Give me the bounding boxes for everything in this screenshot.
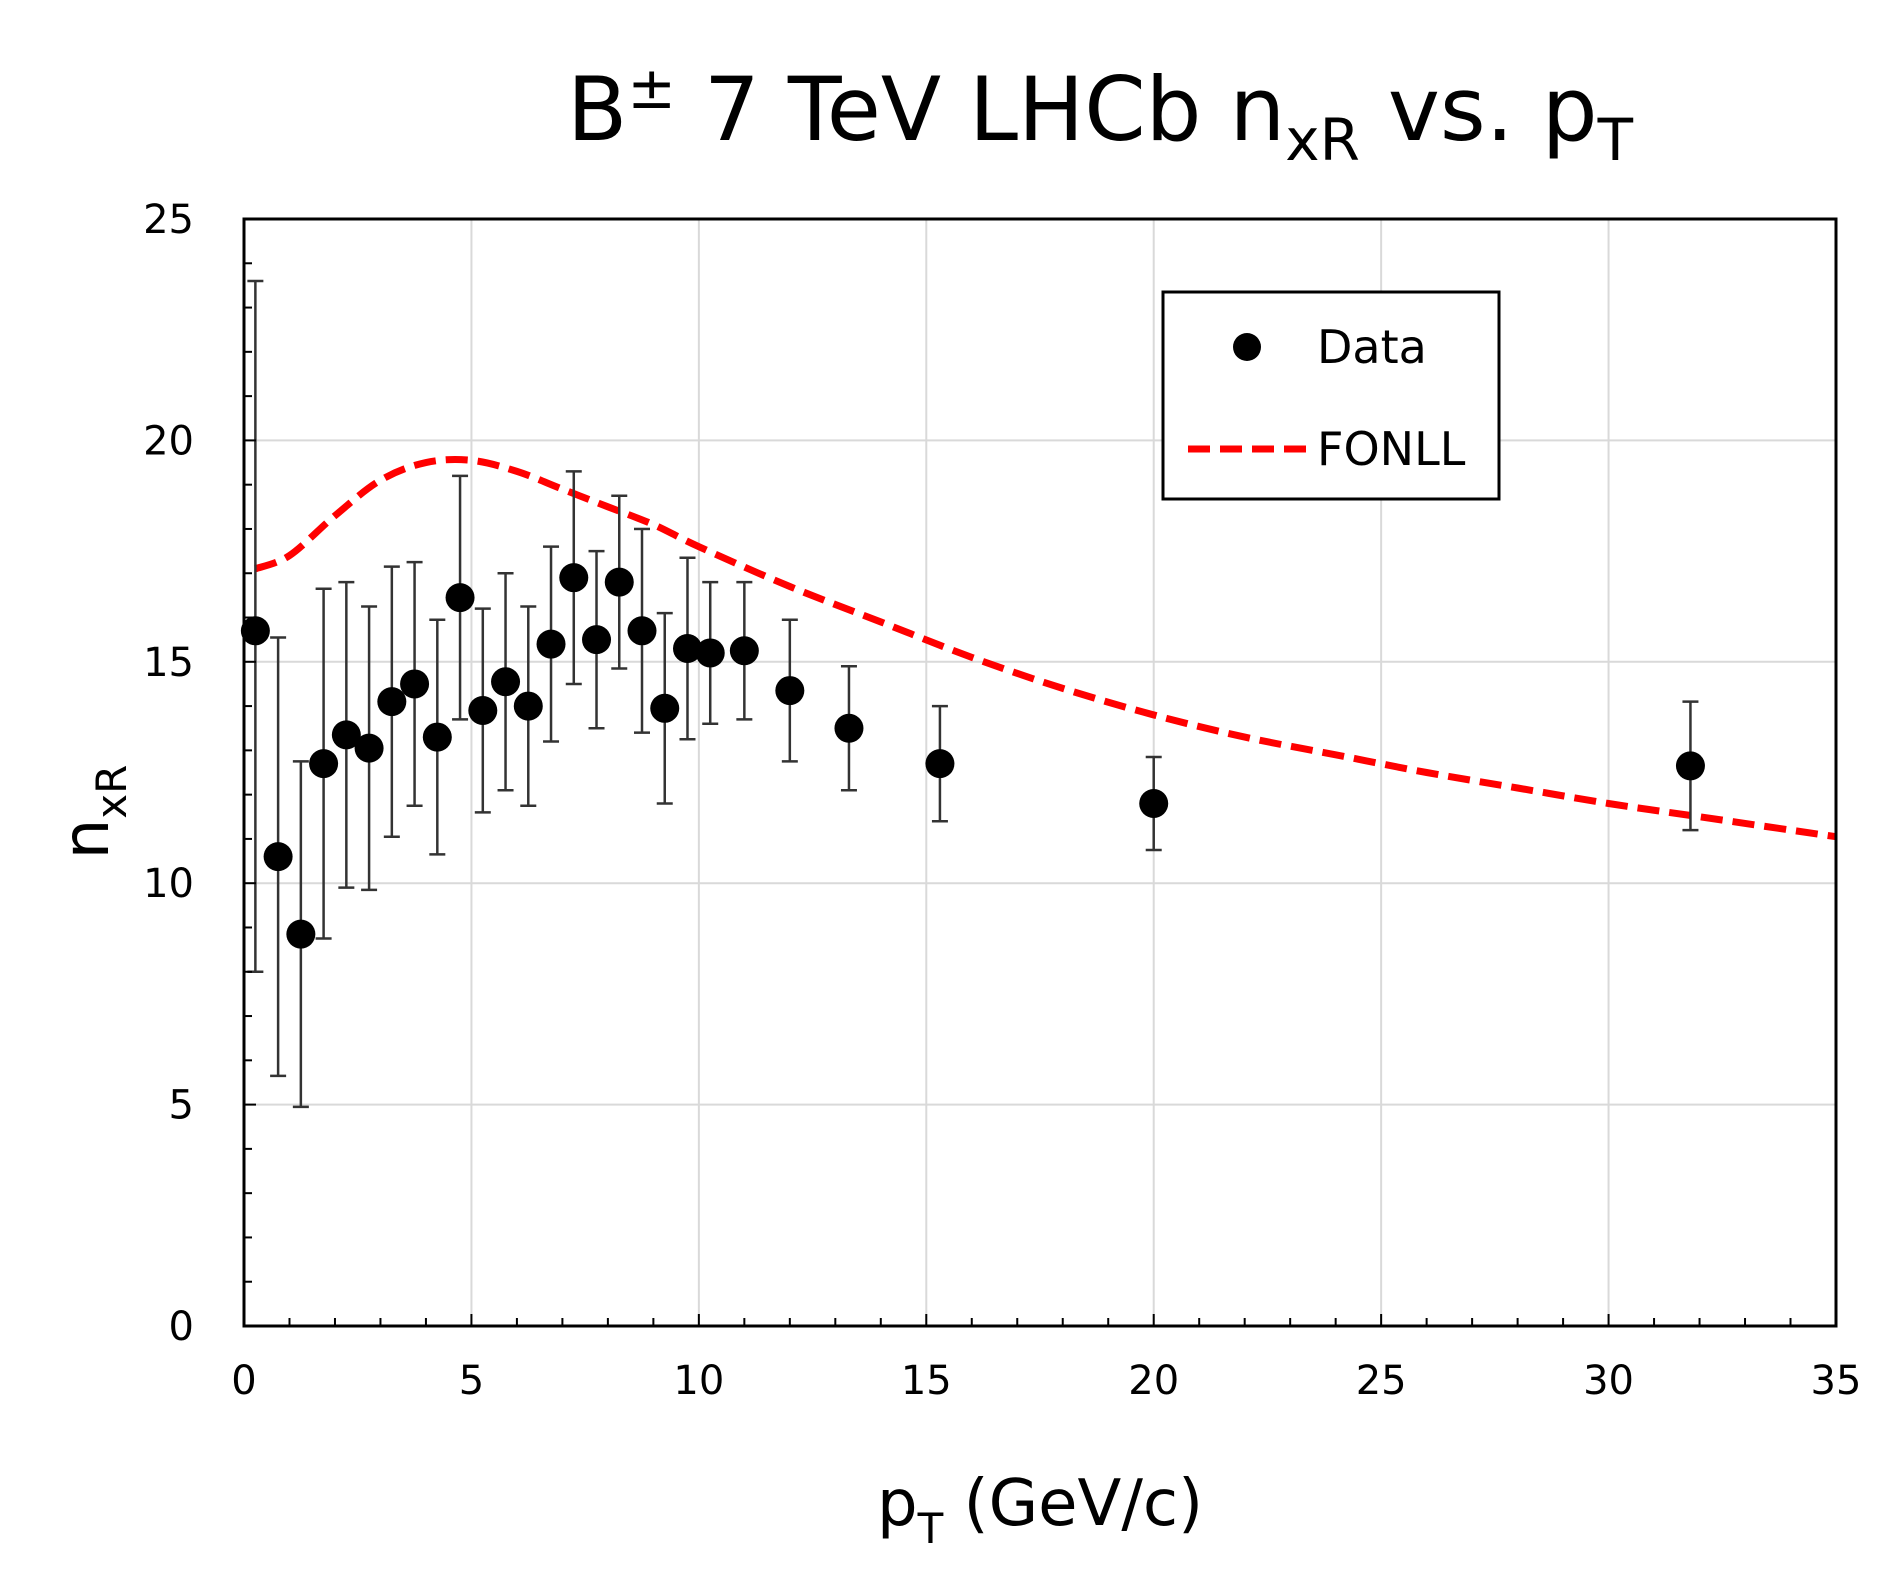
data-marker-11 — [491, 667, 521, 697]
x-tick-label-25: 25 — [1356, 1358, 1407, 1404]
data-marker-17 — [627, 616, 657, 646]
data-point-11 — [491, 571, 521, 792]
legend: Data FONLL — [1161, 290, 1501, 501]
data-marker-12 — [513, 691, 543, 721]
fonll-series — [254, 456, 1837, 841]
x-tick-label-10: 10 — [673, 1358, 724, 1404]
data-point-22 — [775, 618, 805, 763]
data-marker-23 — [834, 713, 864, 743]
x-tick-label-5: 5 — [459, 1358, 484, 1404]
data-marker-0 — [240, 616, 270, 646]
data-point-15 — [582, 549, 612, 730]
data-point-12 — [513, 605, 543, 807]
data-point-21 — [729, 580, 759, 721]
axis-ticks — [243, 218, 1837, 1327]
legend-box — [1161, 290, 1501, 501]
data-point-23 — [834, 664, 864, 792]
data-marker-1 — [263, 842, 293, 872]
data-series — [240, 279, 1705, 1109]
data-marker-21 — [729, 636, 759, 666]
legend-label-data: Data — [1317, 320, 1427, 374]
data-point-5 — [354, 605, 384, 892]
data-marker-4 — [331, 720, 361, 750]
x-tick-label-30: 30 — [1583, 1358, 1634, 1404]
plot-area-frame — [242, 217, 1838, 1328]
data-marker-16 — [604, 567, 634, 597]
data-marker-15 — [582, 625, 612, 655]
data-marker-8 — [422, 722, 452, 752]
data-marker-5 — [354, 733, 384, 763]
y-tick-label-15: 15 — [143, 640, 194, 686]
data-marker-20 — [695, 638, 725, 668]
data-point-17 — [627, 527, 657, 734]
data-point-25 — [1139, 755, 1169, 852]
data-point-13 — [536, 545, 566, 743]
x-tick-label-35: 35 — [1811, 1358, 1862, 1404]
x-tick-label-15: 15 — [901, 1358, 952, 1404]
data-point-24 — [925, 704, 955, 823]
data-point-7 — [400, 560, 430, 807]
data-marker-2 — [286, 919, 316, 949]
data-marker-9 — [445, 583, 475, 613]
x-tick-label-20: 20 — [1128, 1358, 1179, 1404]
data-point-14 — [559, 470, 589, 686]
data-point-20 — [695, 580, 725, 726]
y-tick-label-10: 10 — [143, 861, 194, 907]
y-tick-label-25: 25 — [143, 197, 194, 243]
data-point-2 — [286, 760, 316, 1109]
data-point-8 — [422, 618, 452, 856]
data-point-6 — [377, 565, 407, 838]
y-tick-labels: 0 5 10 15 20 25 — [143, 197, 194, 1350]
data-marker-22 — [775, 676, 805, 706]
data-point-26 — [1675, 700, 1705, 832]
legend-data-marker — [1233, 333, 1261, 361]
x-tick-label-0: 0 — [231, 1358, 256, 1404]
data-marker-19 — [672, 634, 702, 664]
data-marker-6 — [377, 687, 407, 717]
data-point-1 — [263, 636, 293, 1078]
data-marker-10 — [468, 696, 498, 726]
data-marker-3 — [309, 749, 339, 779]
y-tick-label-20: 20 — [143, 418, 194, 464]
data-point-18 — [650, 611, 680, 805]
data-marker-14 — [559, 563, 589, 593]
data-marker-25 — [1139, 788, 1169, 818]
x-axis-label: pT (GeV/c) — [877, 1467, 1203, 1553]
data-point-4 — [331, 580, 361, 889]
grid-lines — [244, 219, 1836, 1326]
data-point-10 — [468, 607, 498, 814]
data-marker-26 — [1675, 751, 1705, 781]
data-point-19 — [672, 556, 702, 741]
chart-title: B± 7 TeV LHCb nxR vs. pT — [567, 54, 1634, 174]
data-marker-24 — [925, 749, 955, 779]
y-tick-label-5: 5 — [169, 1083, 194, 1129]
data-marker-7 — [400, 669, 430, 699]
legend-label-fonll: FONLL — [1317, 422, 1466, 476]
data-point-9 — [445, 474, 475, 721]
data-point-3 — [309, 587, 339, 940]
data-point-16 — [604, 494, 634, 670]
y-axis-label: nxR — [50, 765, 136, 860]
x-tick-labels: 0 5 10 15 20 25 30 35 — [231, 1358, 1861, 1404]
data-marker-18 — [650, 693, 680, 723]
fonll-curve — [254, 456, 1837, 841]
y-tick-label-0: 0 — [169, 1304, 194, 1350]
data-marker-13 — [536, 629, 566, 659]
data-point-0 — [240, 279, 270, 974]
